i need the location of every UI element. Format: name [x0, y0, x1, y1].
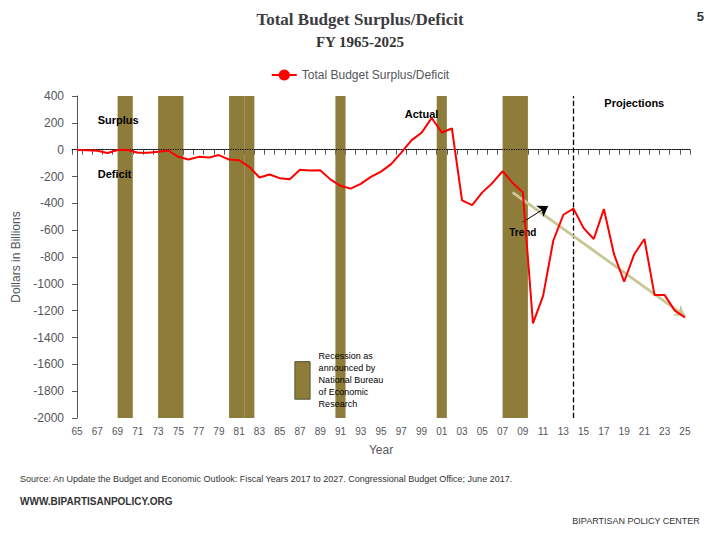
- svg-text:05: 05: [477, 426, 489, 437]
- svg-text:-800: -800: [40, 250, 64, 264]
- svg-text:200: 200: [44, 116, 64, 130]
- svg-text:89: 89: [315, 426, 327, 437]
- svg-text:09: 09: [517, 426, 529, 437]
- svg-text:Actual: Actual: [405, 108, 439, 120]
- svg-text:Research: Research: [319, 399, 358, 409]
- svg-text:81: 81: [234, 426, 246, 437]
- svg-text:77: 77: [193, 426, 205, 437]
- svg-text:79: 79: [213, 426, 225, 437]
- svg-text:95: 95: [375, 426, 387, 437]
- svg-text:of Economic: of Economic: [319, 387, 369, 397]
- svg-text:Deficit: Deficit: [98, 168, 132, 180]
- svg-text:97: 97: [396, 426, 408, 437]
- svg-text:93: 93: [355, 426, 367, 437]
- svg-text:69: 69: [112, 426, 124, 437]
- svg-text:Total Budget Surplus/Deficit: Total Budget Surplus/Deficit: [302, 68, 450, 82]
- svg-text:-1400: -1400: [33, 331, 64, 345]
- svg-text:11: 11: [538, 426, 549, 437]
- svg-text:400: 400: [44, 89, 64, 103]
- svg-text:07: 07: [497, 426, 509, 437]
- svg-text:03: 03: [456, 426, 468, 437]
- svg-text:0: 0: [57, 143, 64, 157]
- svg-text:23: 23: [659, 426, 671, 437]
- svg-text:-600: -600: [40, 223, 64, 237]
- svg-text:National Bureau: National Bureau: [319, 375, 384, 385]
- svg-text:-400: -400: [40, 196, 64, 210]
- svg-text:Surplus: Surplus: [98, 114, 139, 126]
- svg-text:91: 91: [335, 426, 347, 437]
- svg-text:85: 85: [274, 426, 286, 437]
- svg-text:65: 65: [72, 426, 84, 437]
- svg-text:01: 01: [436, 426, 448, 437]
- svg-text:75: 75: [173, 426, 185, 437]
- svg-text:99: 99: [416, 426, 428, 437]
- svg-text:17: 17: [598, 426, 610, 437]
- svg-text:BIPARTISAN POLICY CENTER: BIPARTISAN POLICY CENTER: [572, 516, 700, 526]
- svg-text:-1600: -1600: [33, 357, 64, 371]
- svg-text:-2000: -2000: [33, 411, 64, 425]
- svg-text:Projections: Projections: [604, 97, 664, 109]
- svg-text:73: 73: [153, 426, 165, 437]
- svg-text:-200: -200: [40, 170, 64, 184]
- svg-text:Trend: Trend: [509, 227, 536, 238]
- svg-text:15: 15: [578, 426, 590, 437]
- svg-text:Recession as: Recession as: [319, 351, 374, 361]
- svg-text:19: 19: [619, 426, 631, 437]
- svg-text:13: 13: [558, 426, 570, 437]
- svg-text:WWW.BIPARTISANPOLICY.ORG: WWW.BIPARTISANPOLICY.ORG: [20, 496, 173, 507]
- svg-text:21: 21: [639, 426, 651, 437]
- svg-text:Total Budget Surplus/Deficit: Total Budget Surplus/Deficit: [256, 10, 464, 29]
- svg-text:67: 67: [92, 426, 104, 437]
- svg-text:Year: Year: [369, 443, 393, 457]
- svg-text:87: 87: [294, 426, 306, 437]
- svg-text:83: 83: [254, 426, 266, 437]
- svg-text:25: 25: [679, 426, 691, 437]
- svg-text:announced by: announced by: [319, 363, 376, 373]
- svg-text:Source: An Update the Budget a: Source: An Update the Budget and Economi…: [20, 474, 512, 484]
- svg-text:-1800: -1800: [33, 384, 64, 398]
- svg-text:-1000: -1000: [33, 277, 64, 291]
- svg-text:FY 1965-2025: FY 1965-2025: [316, 34, 404, 50]
- svg-text:5: 5: [697, 9, 704, 24]
- svg-text:71: 71: [132, 426, 144, 437]
- svg-text:Dollars in Billions: Dollars in Billions: [9, 211, 23, 302]
- svg-text:-1200: -1200: [33, 304, 64, 318]
